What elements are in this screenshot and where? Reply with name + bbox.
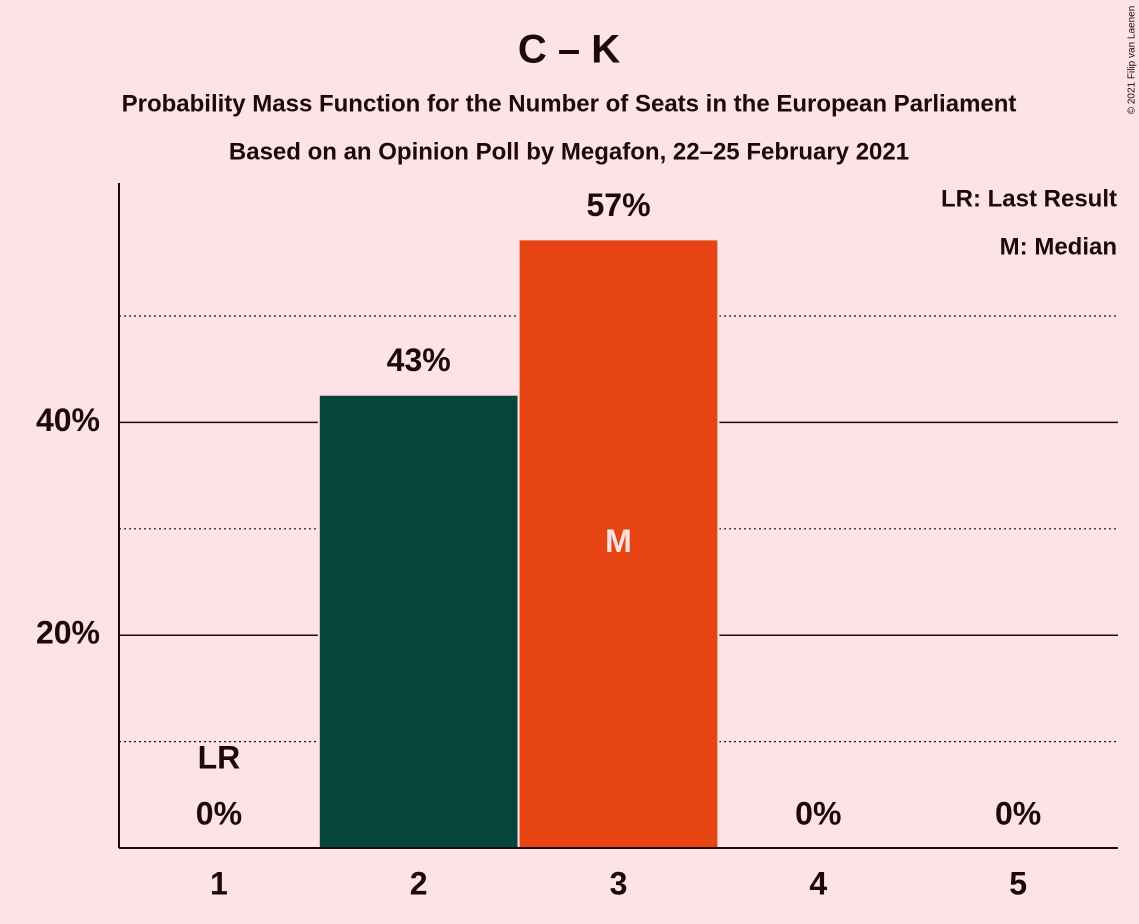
bar [317,393,520,849]
last-result-marker: LR [198,739,241,775]
legend-entry: LR: Last Result [941,185,1117,212]
chart-title: C – K [518,28,620,72]
credit: © 2021 Filip van Laenen [1127,6,1138,115]
value-label: 43% [387,342,451,378]
x-tick-label: 4 [809,865,827,901]
x-tick-label: 1 [210,865,228,901]
value-label: 57% [586,187,650,223]
median-marker: M [605,523,632,559]
x-tick-label: 3 [610,865,628,901]
y-tick-label: 40% [36,402,100,438]
chart-subtitle: Based on an Opinion Poll by Megafon, 22–… [229,138,909,165]
y-tick-label: 20% [36,615,100,651]
x-tick-label: 5 [1009,865,1027,901]
value-label: 0% [995,795,1041,831]
legend-entry: M: Median [1000,233,1117,260]
chart-subtitle: Probability Mass Function for the Number… [122,90,1017,117]
x-tick-label: 2 [410,865,428,901]
value-label: 0% [795,795,841,831]
value-label: 0% [196,795,242,831]
